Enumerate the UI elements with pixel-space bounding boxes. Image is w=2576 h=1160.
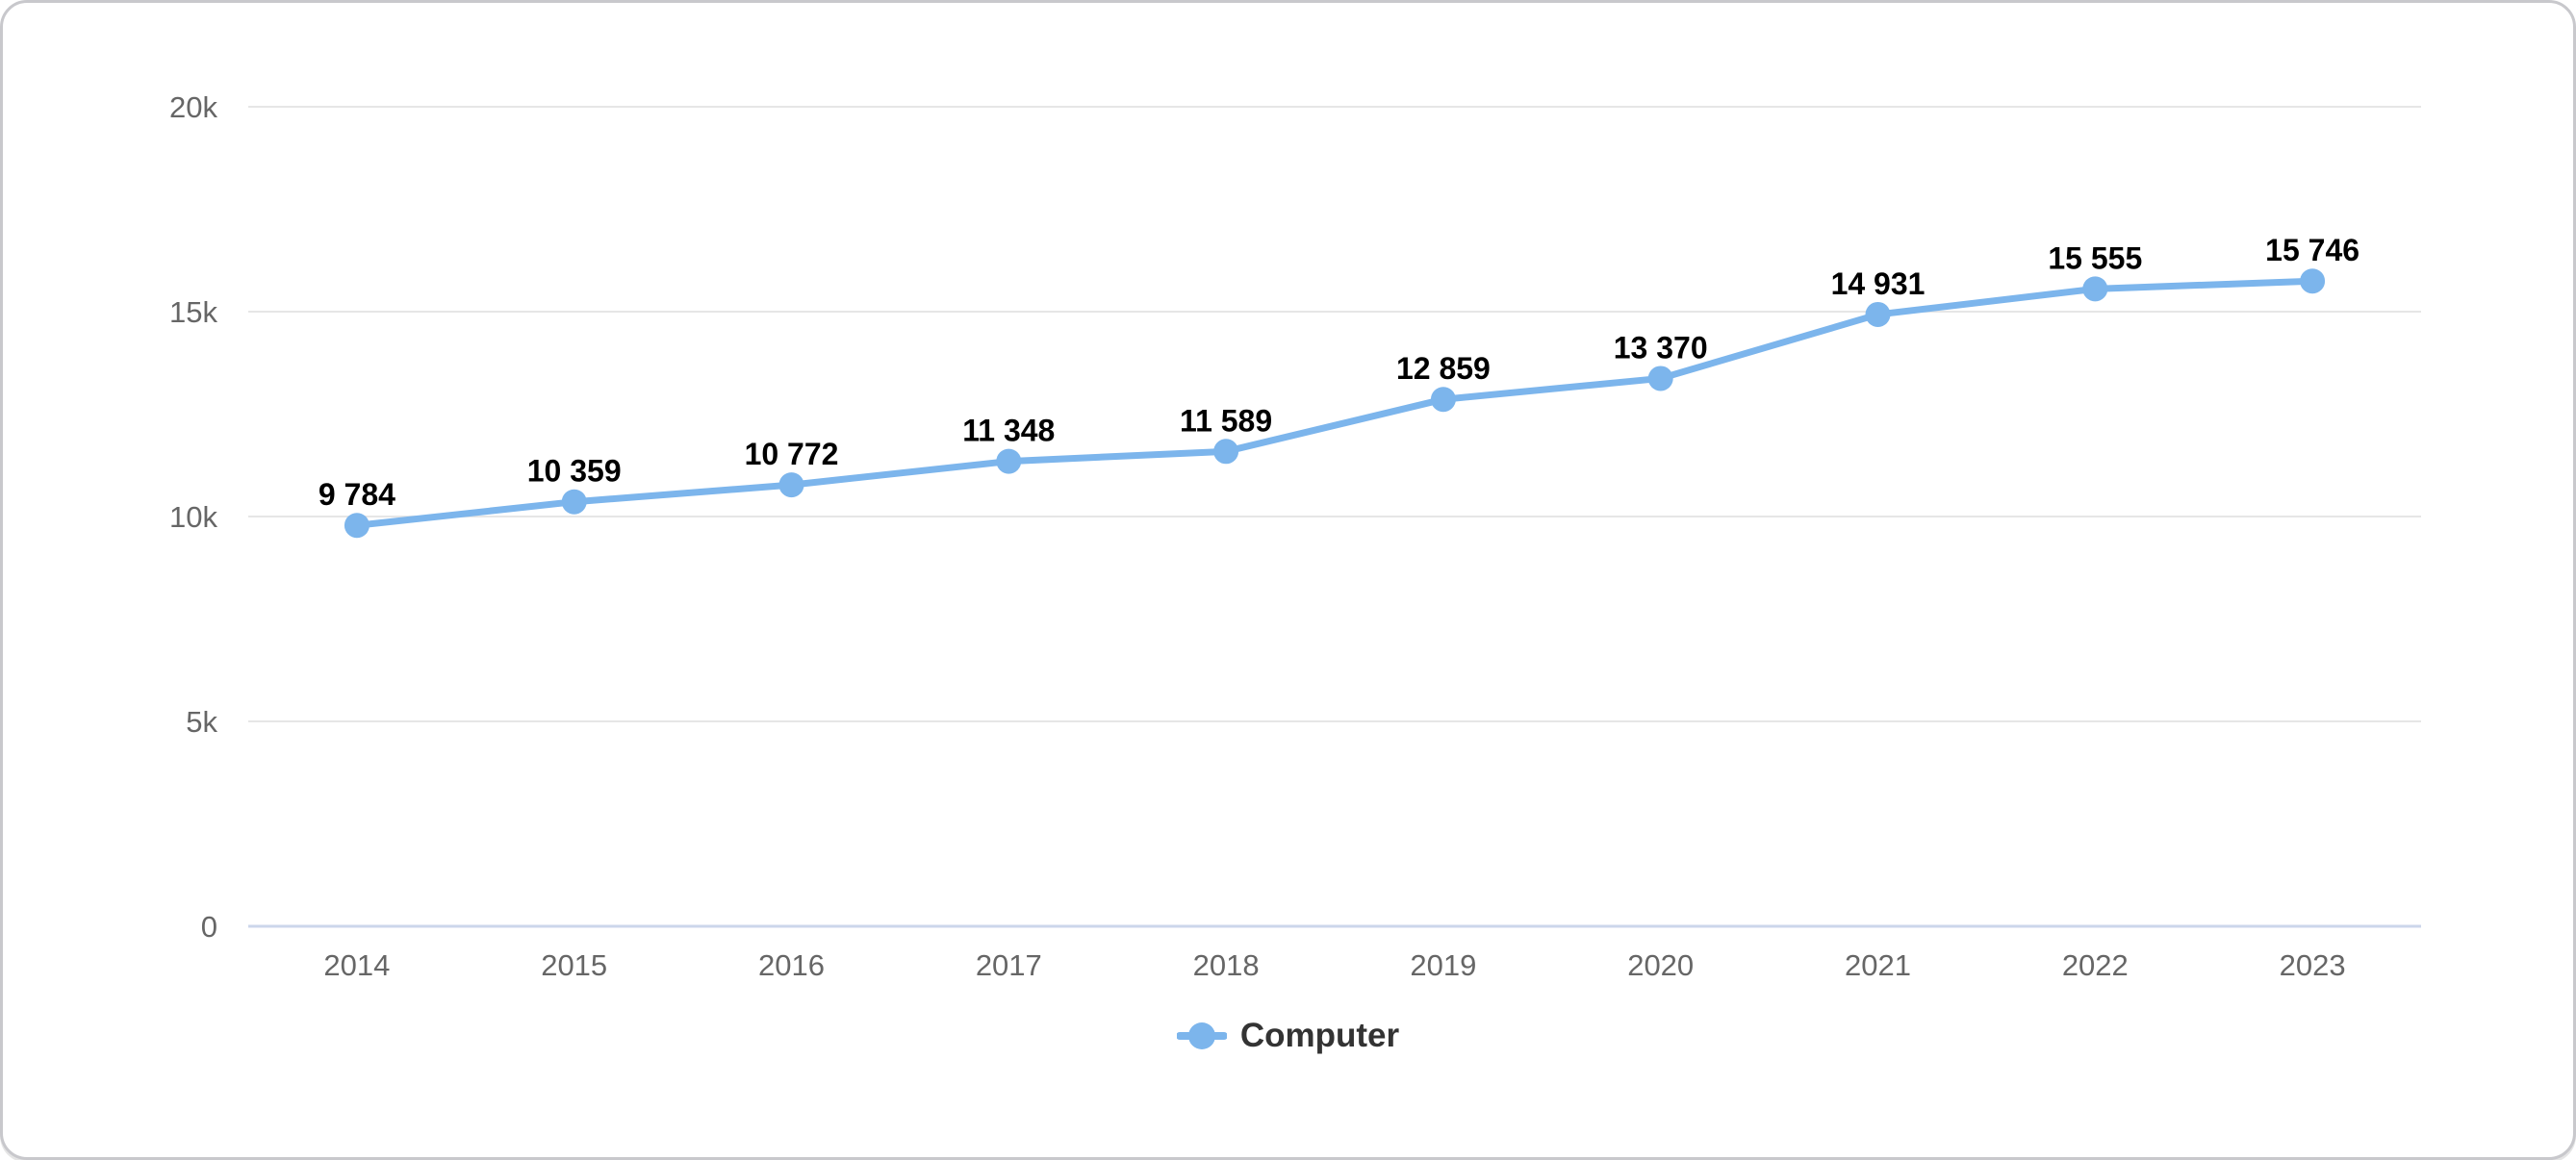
data-label-2023: 15 746 [2265,233,2359,267]
data-point-2019[interactable] [1430,387,1456,413]
x-tick-label-2022: 2022 [2062,948,2129,982]
y-tick-label-15k: 15k [169,295,217,329]
x-tick-label-2020: 2020 [1627,948,1694,982]
y-tick-label-10k: 10k [169,500,217,534]
legend: Computer [3,1019,2573,1052]
x-tick-label-2017: 2017 [976,948,1042,982]
data-point-2022[interactable] [2082,276,2108,302]
data-label-2014: 9 784 [319,477,395,512]
y-tick-label-20k: 20k [169,90,217,124]
legend-series-marker-icon [1176,1021,1227,1049]
x-tick-label-2018: 2018 [1193,948,1260,982]
data-label-2020: 13 370 [1614,330,1708,365]
data-label-2018: 11 589 [1180,403,1272,438]
data-point-2020[interactable] [1647,366,1673,391]
data-point-2018[interactable] [1213,439,1239,465]
data-point-2014[interactable] [344,513,370,539]
x-tick-label-2019: 2019 [1410,948,1476,982]
data-label-2022: 15 555 [2048,240,2142,275]
data-label-2016: 10 772 [745,437,839,471]
y-tick-label-0: 0 [201,910,217,944]
data-label-2021: 14 931 [1831,266,1926,301]
legend-item-computer[interactable]: Computer [1176,1017,1400,1054]
data-point-2016[interactable] [778,472,804,498]
data-label-2019: 12 859 [1396,351,1491,386]
legend-label: Computer [1239,1017,1400,1054]
data-point-2017[interactable] [996,448,1022,474]
data-point-2015[interactable] [561,489,587,515]
x-tick-label-2021: 2021 [1845,948,1911,982]
x-tick-label-2015: 2015 [541,948,607,982]
x-tick-label-2016: 2016 [758,948,825,982]
y-tick-label-5k: 5k [186,705,217,739]
x-tick-label-2023: 2023 [2280,948,2346,982]
data-point-2023[interactable] [2300,268,2326,294]
data-label-2015: 10 359 [527,454,622,489]
series-line-computer [353,277,2316,529]
data-label-2017: 11 348 [962,414,1055,448]
data-point-2021[interactable] [1865,301,1891,327]
x-tick-label-2014: 2014 [323,948,390,982]
